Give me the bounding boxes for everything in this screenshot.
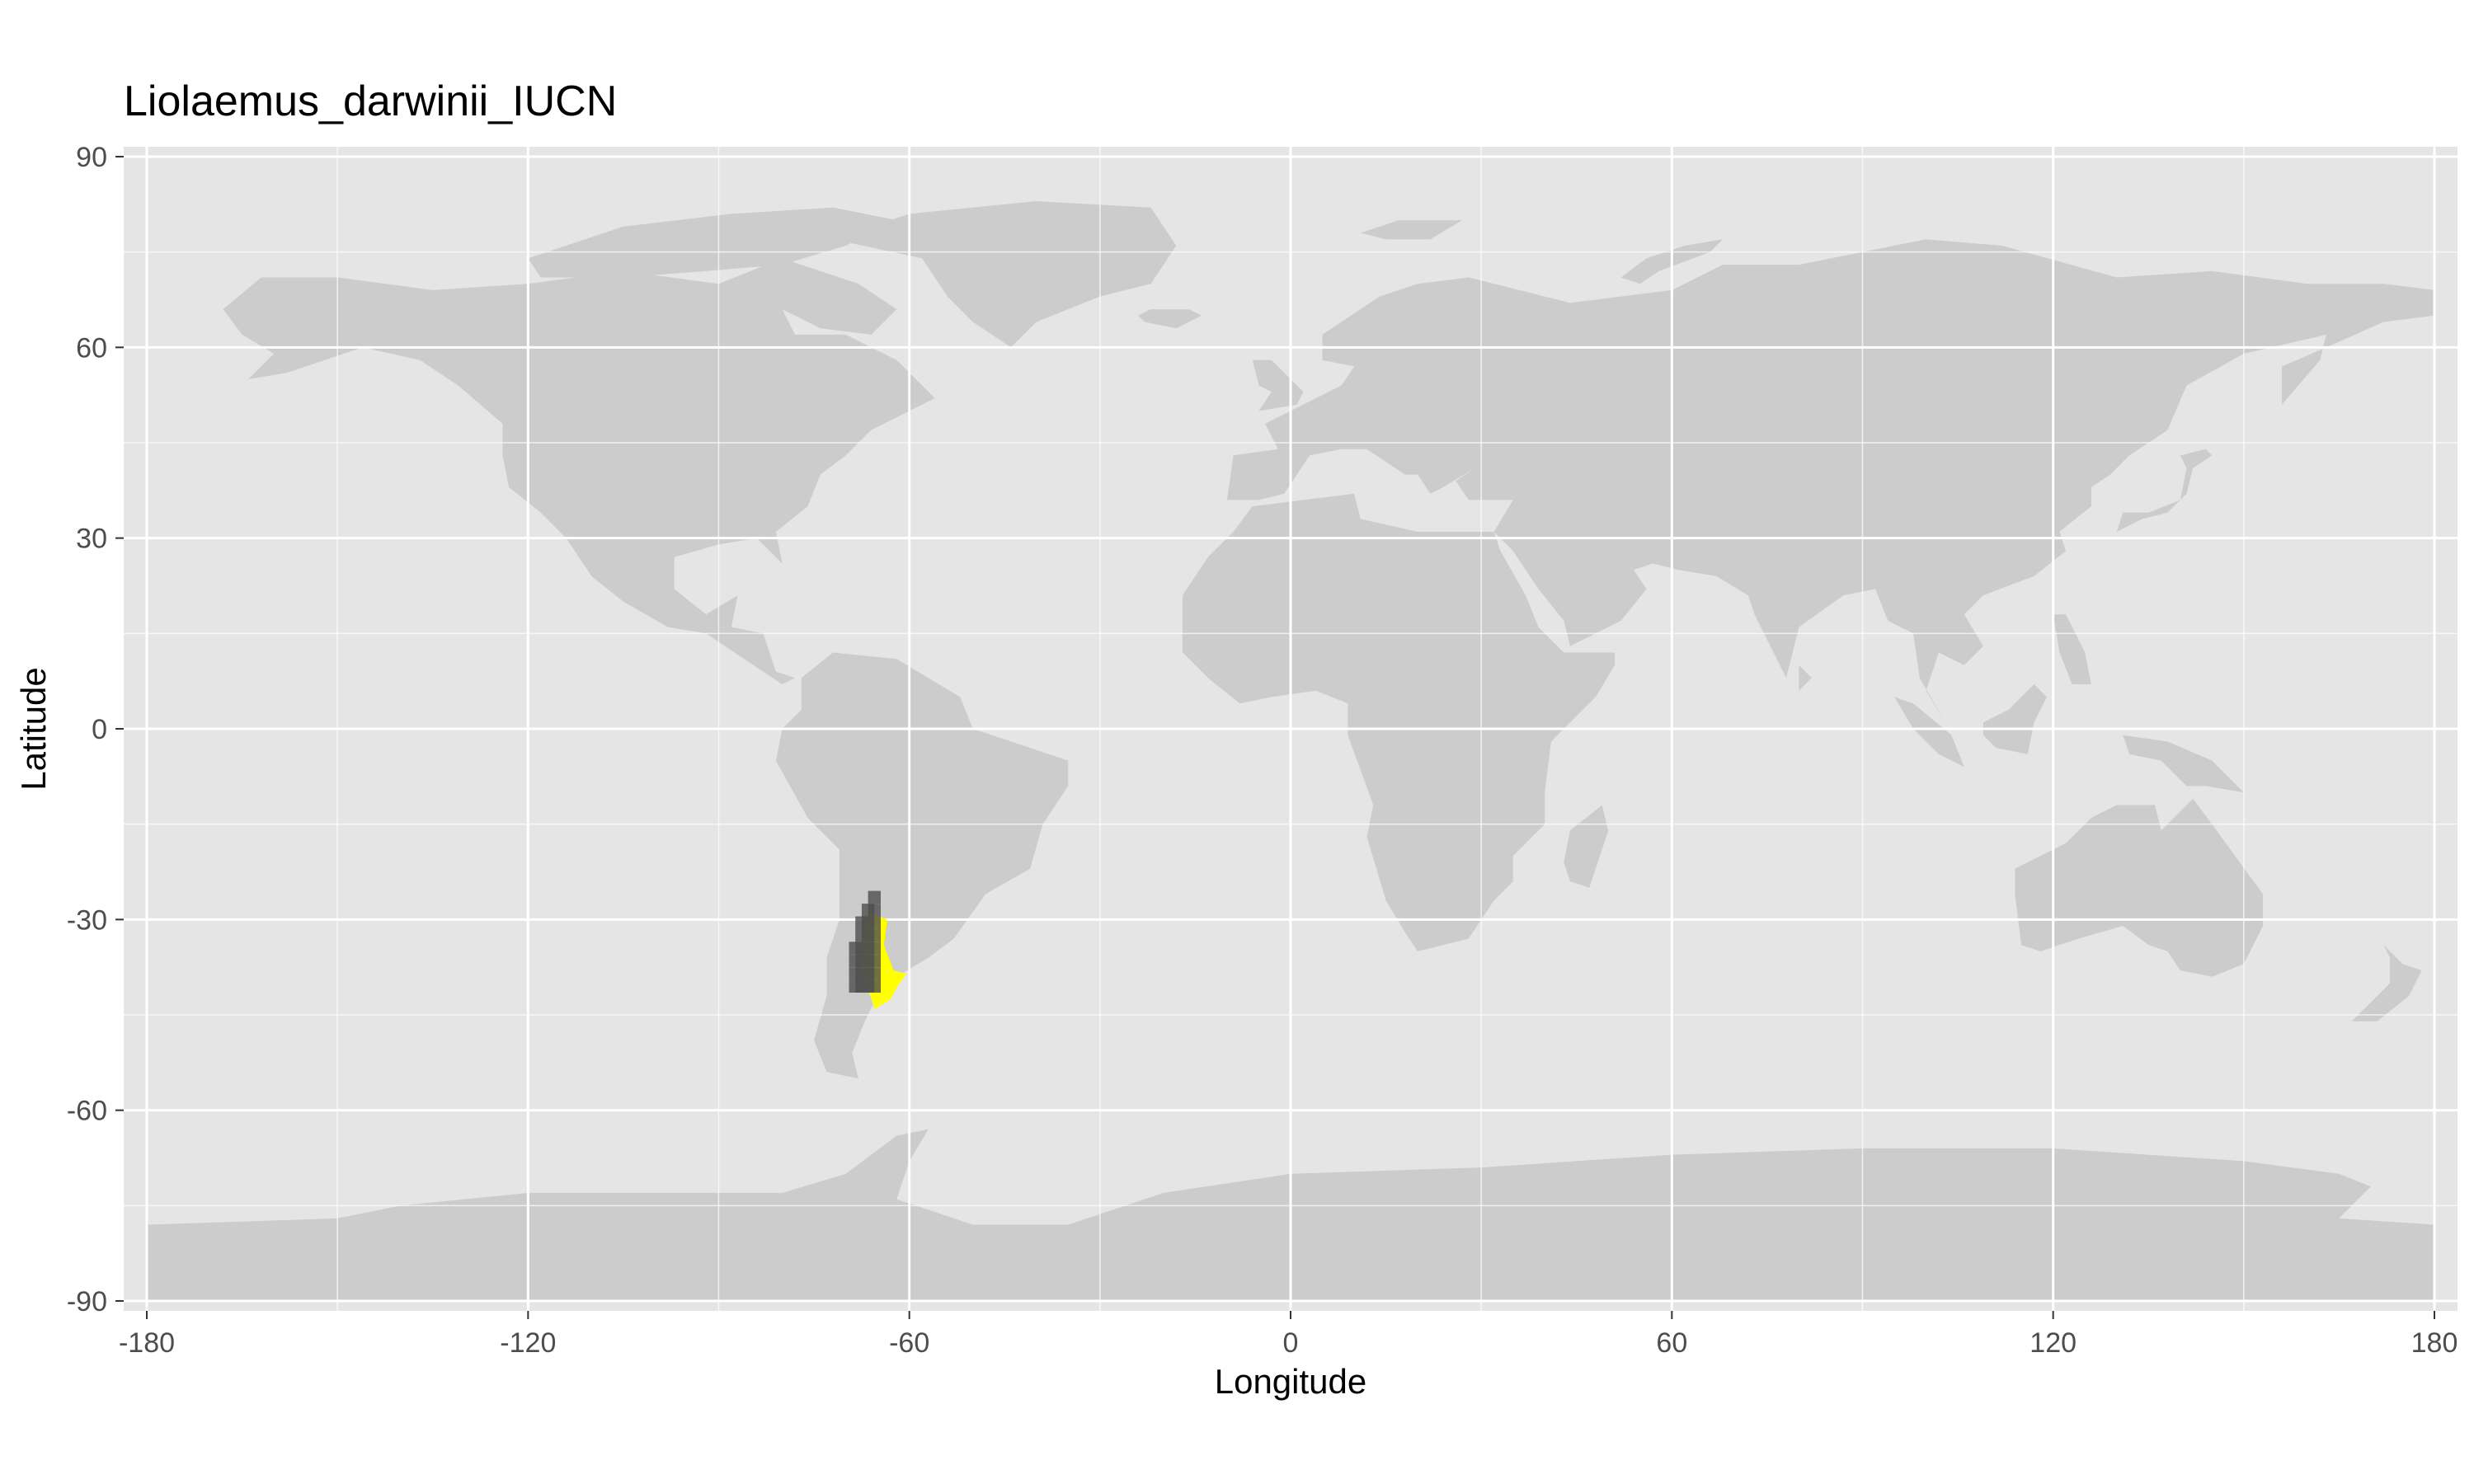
y-tick-label: -30	[67, 904, 107, 936]
grid-layer	[124, 147, 2458, 1311]
land-australia	[2015, 798, 2263, 977]
y-axis-title: Latitude	[14, 667, 53, 790]
occurrence-cell	[868, 942, 881, 955]
x-tick-label: -120	[500, 1327, 556, 1359]
land-greenland	[833, 201, 1177, 348]
occurrence-cell	[868, 928, 881, 942]
chart-title: Liolaemus_darwinii_IUCN	[124, 77, 617, 125]
y-tick-label: 30	[76, 524, 107, 555]
x-tick-label: 120	[2030, 1327, 2077, 1359]
land-new-guinea	[2123, 735, 2244, 793]
land-new-zealand	[2351, 945, 2422, 1021]
land-sri-lanka	[1799, 665, 1812, 691]
land-baffin-island	[718, 258, 897, 335]
occurrence-cell	[855, 916, 868, 929]
land-arctic-islands	[528, 207, 897, 278]
land-madagascar	[1564, 805, 1609, 888]
occurrence-layer	[849, 890, 881, 993]
land-borneo	[1982, 684, 2047, 754]
land-sumatra	[1894, 697, 1964, 768]
occurrence-cell	[868, 967, 881, 980]
land-svalbard	[1360, 220, 1462, 240]
land-north-america	[223, 270, 935, 684]
x-tick-label: -60	[889, 1327, 929, 1359]
y-tick-label: 90	[76, 142, 107, 173]
y-tick-label: -60	[67, 1096, 107, 1127]
occurrence-cell	[868, 954, 881, 968]
occurrence-cell	[868, 890, 881, 904]
x-tick-label: 180	[2411, 1327, 2458, 1359]
occurrence-cell	[868, 916, 881, 929]
x-axis-title: Longitude	[1215, 1362, 1367, 1401]
y-tick-label: -90	[67, 1286, 107, 1317]
land-japan	[2116, 448, 2213, 532]
x-tick-label: 0	[1283, 1327, 1299, 1359]
occurrence-cell	[861, 904, 875, 917]
occurrence-cell	[868, 979, 881, 993]
land-eurasia	[1226, 239, 2434, 723]
axis-ticks: -180 -120 -60 0 60 120 180 90 60 30 0 -30 -60 -90	[67, 142, 2458, 1359]
x-tick-label: -180	[119, 1327, 175, 1359]
land-iceland	[1138, 309, 1202, 329]
y-tick-label: 0	[92, 714, 107, 745]
land-philippines	[2053, 614, 2091, 684]
y-tick-label: 60	[76, 332, 107, 364]
x-tick-label: 60	[1656, 1327, 1687, 1359]
